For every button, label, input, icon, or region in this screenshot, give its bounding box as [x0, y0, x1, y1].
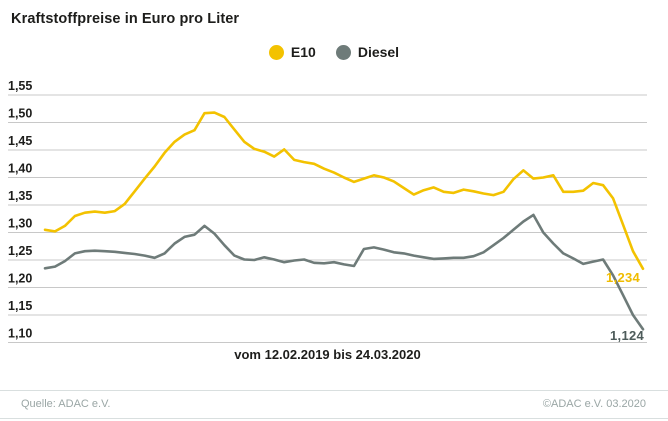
y-tick-label: 1,40	[8, 162, 32, 176]
legend-label-diesel: Diesel	[357, 44, 400, 60]
e10-dot-icon	[268, 44, 284, 60]
copyright-text: ©ADAC e.V. 03.2020	[542, 398, 646, 410]
x-axis-date-range: vom 12.02.2019 bis 24.03.2020	[234, 347, 421, 362]
y-tick-label: 1,20	[8, 272, 32, 286]
bottom-border	[0, 418, 668, 419]
source-text: Quelle: ADAC e.V.	[21, 398, 111, 410]
legend-label-e10: E10	[290, 44, 316, 60]
y-tick-label: 1,30	[8, 217, 32, 231]
series-line-e10	[43, 111, 645, 271]
y-tick-label: 1,45	[8, 134, 32, 148]
legend-item-diesel: Diesel	[335, 44, 400, 60]
series-line-diesel	[43, 213, 645, 331]
legend: E10 Diesel	[0, 44, 668, 60]
y-tick-label: 1,25	[8, 244, 32, 258]
y-tick-label: 1,10	[8, 327, 32, 341]
y-tick-label: 1,55	[8, 79, 32, 93]
diesel-dot-icon	[335, 44, 351, 60]
legend-item-e10: E10	[268, 44, 316, 60]
e10-end-value: 1,234	[606, 270, 641, 285]
page-title: Kraftstoffpreise in Euro pro Liter	[11, 11, 240, 27]
y-tick-label: 1,50	[8, 107, 32, 121]
diesel-end-value: 1,124	[610, 328, 645, 343]
y-tick-label: 1,35	[8, 189, 32, 203]
footer-divider	[0, 390, 668, 391]
y-tick-label: 1,15	[8, 299, 32, 313]
